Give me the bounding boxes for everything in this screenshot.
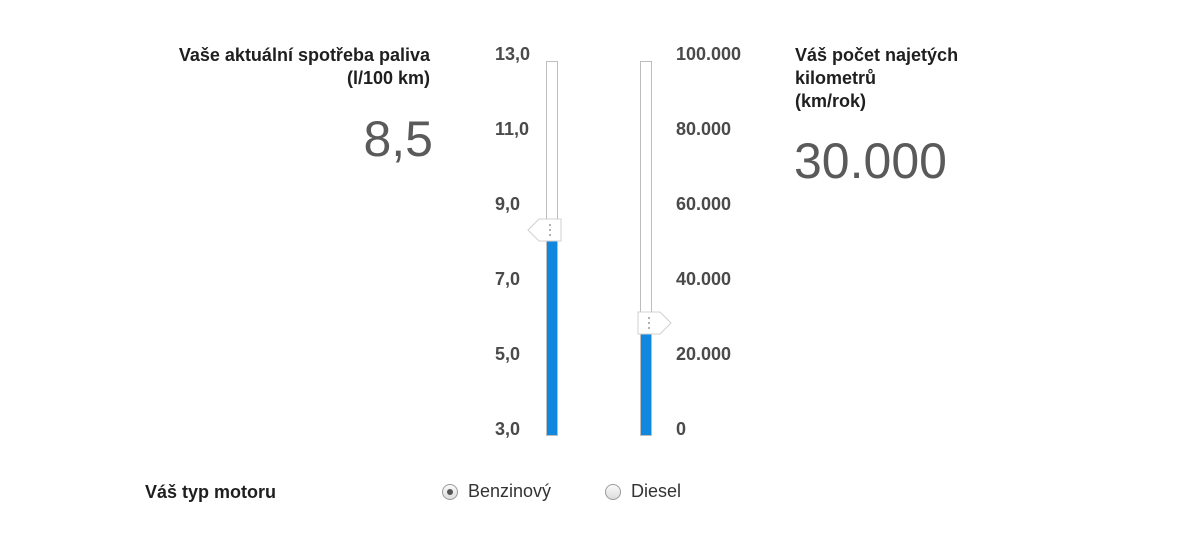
fuel-tick: 7,0: [495, 269, 521, 289]
distance-tick: 40.000: [676, 269, 732, 289]
distance-tick: 60.000: [676, 194, 732, 214]
distance-tick: 0: [676, 419, 687, 439]
fuel-consumption-label: Vaše aktuální spotřeba paliva (l/100 km): [179, 44, 430, 90]
distance-tick: 20.000: [676, 344, 732, 364]
distance-label-line1: Váš počet najetých: [795, 45, 959, 65]
distance-label-line2: kilometrů: [795, 68, 877, 88]
fuel-label-line1: Vaše aktuální spotřeba paliva: [178, 45, 430, 65]
engine-option-label: Benzinový: [468, 481, 552, 501]
fuel-slider-track[interactable]: [546, 61, 558, 436]
distance-slider-handle[interactable]: [636, 309, 672, 342]
engine-type-label: Váš typ motoru: [145, 482, 277, 502]
distance-slider-fill: [641, 322, 651, 435]
fuel-slider-fill: [547, 229, 557, 435]
distance-tick: 100.000: [676, 44, 742, 64]
distance-label: Váš počet najetých kilometrů (km/rok): [795, 44, 958, 113]
fuel-tick: 5,0: [495, 344, 521, 364]
fuel-tick: 9,0: [495, 194, 521, 214]
fuel-tick: 11,0: [495, 119, 530, 139]
fuel-tick: 13,0: [495, 44, 531, 64]
engine-option-label: Diesel: [631, 481, 682, 501]
distance-slider-track[interactable]: [640, 61, 652, 436]
distance-tick: 80.000: [676, 119, 732, 139]
engine-option-petrol[interactable]: Benzinový: [442, 481, 551, 502]
fuel-label-line2: (l/100 km): [346, 68, 430, 88]
radio-button-petrol[interactable]: [442, 483, 458, 500]
distance-label-line3: (km/rok): [795, 91, 867, 111]
engine-option-diesel[interactable]: Diesel: [605, 481, 681, 502]
fuel-consumption-value: 8,5: [363, 111, 433, 167]
distance-value: 30.000: [794, 133, 947, 189]
fuel-tick: 3,0: [495, 419, 521, 439]
radio-button-diesel[interactable]: [605, 483, 621, 500]
fuel-slider-handle[interactable]: [527, 216, 563, 249]
